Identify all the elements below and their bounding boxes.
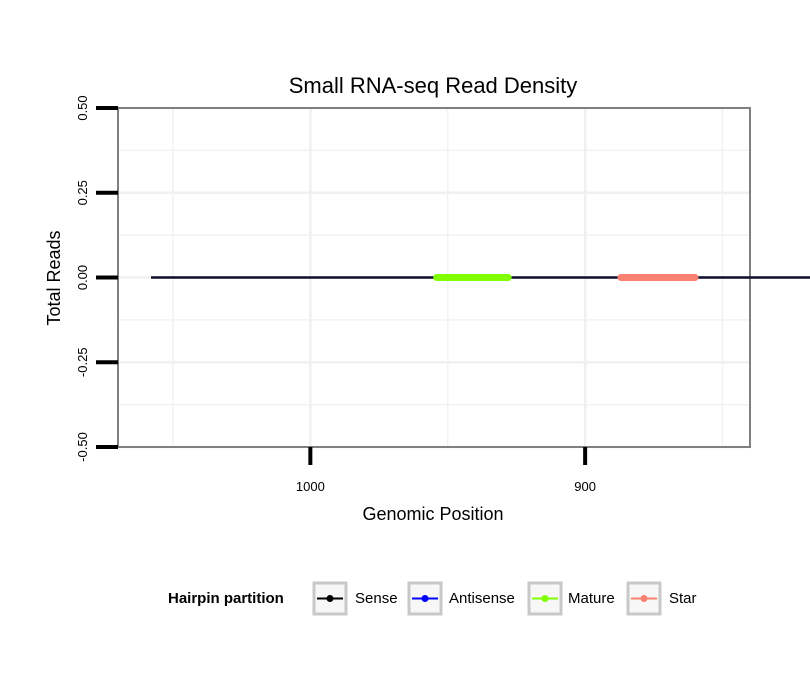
y-tick-label: -0.50 <box>75 432 90 462</box>
x-axis-title: Genomic Position <box>362 504 503 524</box>
y-axis-title: Total Reads <box>44 230 64 325</box>
x-tick-label: 900 <box>574 479 596 494</box>
legend-label: Sense <box>355 590 398 607</box>
legend-item-sense: Sense <box>312 581 398 616</box>
y-tick-label: 0.00 <box>75 265 90 290</box>
x-tick-label: 1000 <box>296 479 325 494</box>
legend-key-point <box>421 595 429 602</box>
legend-key-point <box>541 595 549 602</box>
legend-label: Mature <box>568 590 615 607</box>
legend-item-antisense: Antisense <box>407 581 515 616</box>
legend: Hairpin partition Sense Antisense Mature St… <box>168 581 697 616</box>
legend-item-star: Star <box>626 581 697 616</box>
legend-item-mature: Mature <box>527 581 615 616</box>
legend-label: Antisense <box>449 590 515 607</box>
legend-key-point <box>326 595 334 602</box>
y-tick-label: 0.50 <box>75 95 90 120</box>
legend-label: Star <box>669 590 697 607</box>
y-tick-label: -0.25 <box>75 347 90 377</box>
legend-key-point <box>640 595 648 602</box>
legend-title: Hairpin partition <box>168 590 284 607</box>
y-tick-label: 0.25 <box>75 180 90 205</box>
chart-axes: 0.50 0.25 0.00 -0.25 -0.50 1000 900 <box>75 95 596 494</box>
chart-title: Small RNA-seq Read Density <box>289 73 578 98</box>
